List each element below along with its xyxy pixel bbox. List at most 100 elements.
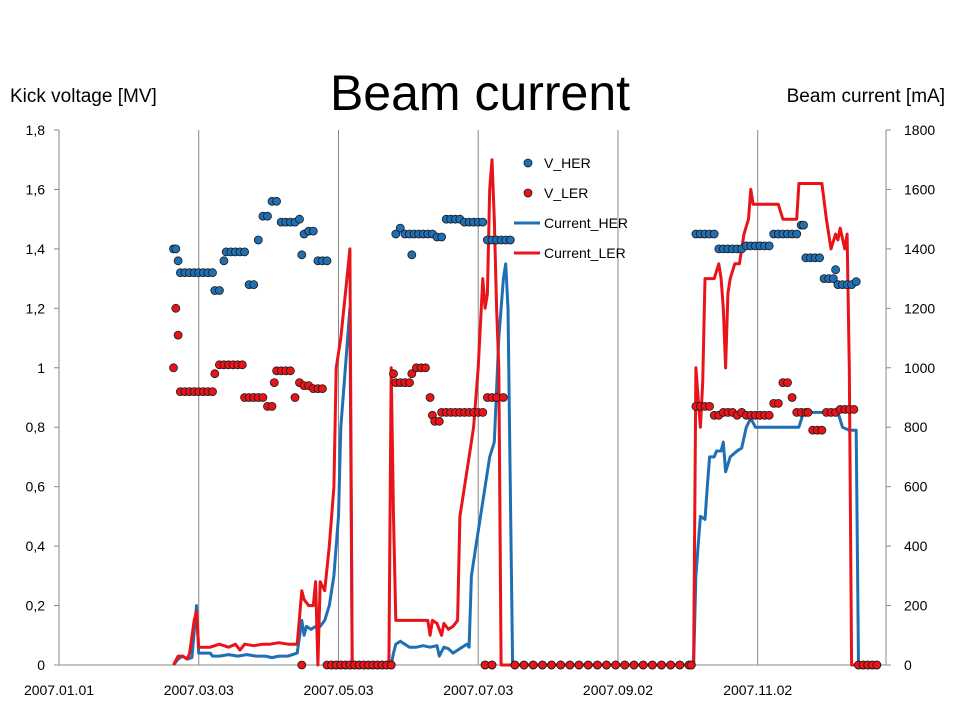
right-tick-label: 1800	[904, 122, 935, 138]
v-her-point	[407, 250, 417, 260]
v-her-point	[395, 223, 405, 233]
v-ler-point	[269, 378, 279, 388]
v-her-point	[219, 256, 229, 266]
v-ler-point	[285, 366, 295, 376]
v-her-point	[391, 229, 401, 239]
v-ler-point	[210, 369, 220, 379]
v-ler-point	[208, 387, 217, 397]
right-tick-label: 800	[904, 419, 928, 435]
right-axis-title: Beam current [mA]	[787, 86, 945, 107]
tick-labels: 2007.01.01 2007.03.03 2007.05.03 2007.07.03…	[24, 122, 935, 698]
v-ler-point	[169, 363, 178, 373]
v-her-point	[297, 250, 307, 260]
gridlines	[198, 130, 759, 665]
v-her-point	[478, 217, 488, 227]
v-ler-point	[171, 303, 181, 313]
v-her-point	[253, 235, 263, 245]
v-ler-point	[705, 401, 714, 411]
v-her-point	[815, 253, 824, 263]
v-ler-point	[783, 378, 792, 388]
v-ler-point	[764, 410, 774, 420]
v-her-point	[851, 277, 861, 287]
left-axis-title: Kick voltage [MV]	[10, 86, 157, 107]
right-tick-label: 1400	[904, 241, 935, 257]
x-tick-label: 2007.07.03	[443, 682, 513, 698]
v-ler-point	[787, 393, 797, 402]
v-ler-point	[565, 660, 575, 670]
v-ler-point	[317, 384, 327, 394]
v-her-point	[828, 274, 838, 284]
current-her-line	[172, 262, 880, 667]
legend-label-v-ler: V_LER	[544, 185, 588, 201]
v-ler-point	[407, 369, 417, 379]
scatter-series	[169, 196, 882, 670]
v-ler-point	[290, 393, 300, 402]
v-ler-point	[519, 660, 529, 670]
legend-swatch-v-ler	[523, 188, 533, 198]
v-ler-point	[593, 660, 602, 670]
right-tick-label: 600	[904, 479, 928, 495]
v-her-point	[295, 214, 304, 224]
right-tick-label: 0	[904, 657, 912, 673]
v-her-point	[799, 220, 808, 230]
v-her-point	[505, 235, 515, 245]
right-tick-label: 1000	[904, 360, 935, 376]
v-ler-point	[386, 660, 396, 670]
legend-label-current-her: Current_HER	[544, 215, 628, 231]
legend-swatch-v-her	[523, 158, 533, 168]
line-series	[172, 158, 880, 667]
v-ler-point	[556, 660, 566, 670]
v-ler-point	[583, 660, 593, 670]
v-her-point	[263, 211, 272, 221]
v-ler-point	[629, 660, 639, 670]
v-ler-point	[173, 330, 183, 340]
v-ler-point	[267, 401, 277, 411]
v-ler-point	[817, 425, 827, 435]
right-tick-label: 1600	[904, 181, 935, 197]
v-ler-point	[675, 660, 685, 670]
v-ler-point	[657, 660, 666, 670]
v-ler-point	[528, 660, 538, 670]
x-tick-label: 2007.09.02	[583, 682, 653, 698]
left-tick-label: 0	[37, 657, 45, 673]
v-ler-point	[389, 369, 398, 379]
v-her-point	[214, 286, 224, 295]
v-her-point	[173, 256, 183, 266]
legend-label-current-ler: Current_LER	[544, 245, 626, 261]
v-ler-point	[425, 393, 435, 402]
v-ler-point	[498, 393, 508, 402]
v-ler-point	[547, 660, 556, 670]
v-ler-point	[686, 660, 696, 670]
x-tick-label: 2007.01.01	[24, 682, 94, 698]
v-ler-point	[803, 407, 813, 417]
chart-title: Beam current	[330, 65, 630, 121]
right-tick-label: 1200	[904, 300, 935, 316]
v-ler-point	[849, 404, 859, 414]
left-tick-label: 1,8	[26, 122, 46, 138]
left-tick-label: 0,6	[26, 479, 46, 495]
v-ler-point	[611, 660, 621, 670]
left-tick-label: 0,8	[26, 419, 46, 435]
left-tick-label: 1,6	[26, 181, 46, 197]
v-ler-point	[405, 378, 414, 388]
v-her-point	[249, 280, 259, 290]
right-tick-label: 200	[904, 598, 928, 614]
v-ler-point	[478, 407, 488, 417]
v-ler-point	[666, 660, 676, 670]
v-ler-point	[510, 660, 520, 670]
v-ler-point	[297, 660, 307, 670]
left-tick-label: 1	[37, 360, 45, 376]
v-her-point	[831, 265, 840, 275]
v-ler-point	[434, 416, 444, 426]
legend-label-v-her: V_HER	[544, 155, 591, 171]
x-tick-label: 2007.11.02	[723, 682, 792, 698]
x-tick-label: 2007.03.03	[164, 682, 234, 698]
v-ler-point	[647, 660, 657, 670]
v-her-point	[208, 268, 217, 278]
v-ler-point	[773, 398, 783, 408]
v-her-point	[308, 226, 318, 236]
v-her-point	[764, 241, 774, 251]
v-her-point	[437, 232, 447, 242]
v-ler-point	[872, 660, 882, 670]
